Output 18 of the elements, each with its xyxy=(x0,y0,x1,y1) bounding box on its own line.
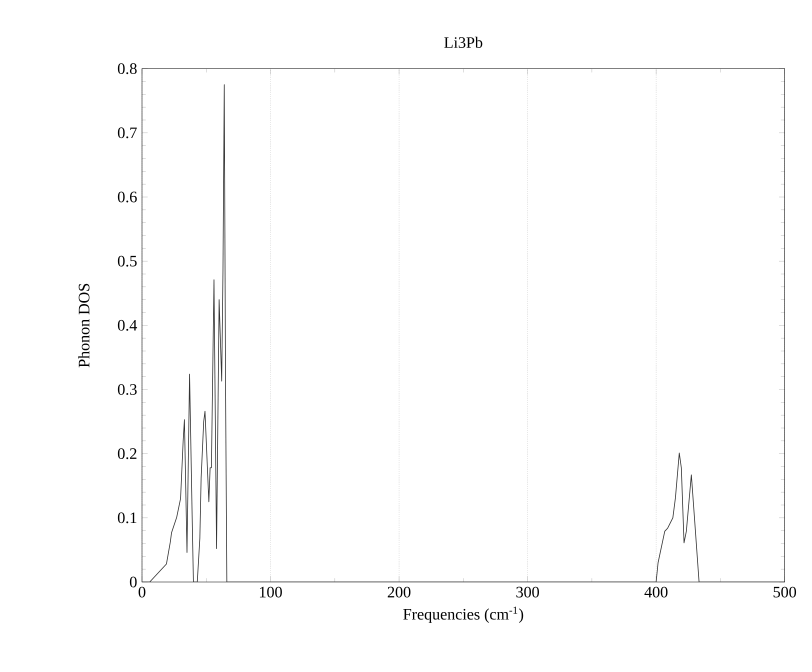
x-tick-label: 0 xyxy=(138,586,146,598)
y-tick-label: 0.4 xyxy=(118,320,138,331)
x-axis-title: Frequencies (cm$^{-1}$) xyxy=(403,606,524,623)
y-tick-label: 0.1 xyxy=(118,512,136,524)
x-tick-label: 500 xyxy=(774,586,796,598)
y-tick-label: 0.8 xyxy=(118,63,137,74)
y-tick-label: 0.2 xyxy=(118,448,136,460)
y-tick-label: 0.5 xyxy=(118,256,137,267)
chart-title: Li3Pb xyxy=(444,36,482,48)
y-tick-label: 0.3 xyxy=(118,384,137,395)
y-axis-title: Phonon DOS xyxy=(78,284,90,368)
y-tick-label: 0 xyxy=(130,576,137,588)
y-tick-label: 0.6 xyxy=(118,192,137,202)
x-tick-label: 200 xyxy=(388,586,410,598)
x-tick-label: 400 xyxy=(644,586,668,598)
x-tick-label: 100 xyxy=(260,586,282,598)
x-tick-label: 300 xyxy=(516,586,539,598)
y-tick-label: 0.7 xyxy=(118,127,137,138)
